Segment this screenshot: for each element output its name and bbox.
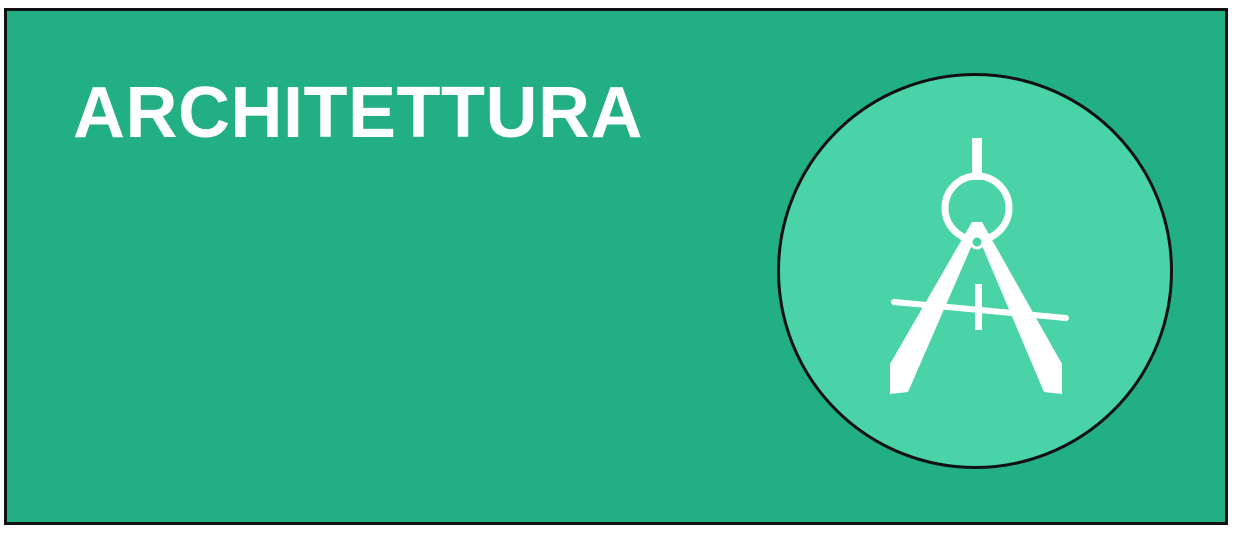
banner-title: ARCHITETTURA (73, 73, 643, 153)
architecture-banner: ARCHITETTURA (4, 8, 1228, 525)
drafting-compass-icon (890, 138, 1069, 394)
icon-circle (777, 73, 1173, 469)
